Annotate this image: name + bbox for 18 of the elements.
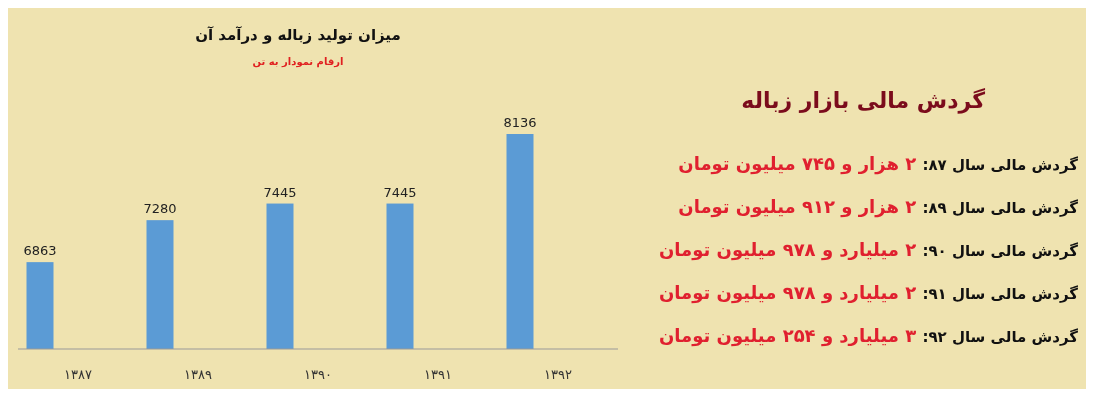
x-tick-label: ۱۳۹۰ bbox=[304, 367, 332, 382]
chart-title: میزان تولید زباله و درآمد آن bbox=[195, 26, 401, 44]
text: گردش مالی سال ۹۰: ۲ میلیارد و ۹۷۸ میلیون تومان bbox=[658, 239, 1079, 261]
text: گردش مالی سال ۸۹: ۲ هزار و ۹۱۲ میلیون تومان bbox=[678, 196, 1079, 218]
x-tick-label: ۱۳۸۷ bbox=[64, 367, 92, 382]
x-tick-label: ۱۳۹۱ bbox=[424, 367, 452, 382]
text: گردش مالی سال ۹۲: ۳ میلیارد و ۲۵۴ میلیون تومان bbox=[658, 325, 1079, 347]
x-tick-label: ۱۳۹۲ bbox=[544, 367, 572, 382]
data-label: 7280 bbox=[143, 201, 177, 217]
text: گردش مالی سال ۹۱: ۲ میلیارد و ۹۷۸ میلیون تومان bbox=[658, 282, 1079, 304]
data-label: 8136 bbox=[503, 115, 537, 130]
text: گردش مالی سال ۸۷: ۲ هزار و ۷۴۵ میلیون تومان bbox=[678, 153, 1079, 175]
text: گردش مالی بازار زباله bbox=[741, 87, 986, 114]
chart-subtitle: ارقام نمودار به تن bbox=[252, 56, 344, 68]
x-tick-label: ۱۳۸۹ bbox=[184, 367, 212, 382]
data-label: 6863 bbox=[23, 243, 57, 259]
data-label: 7445 bbox=[383, 184, 417, 200]
data-label: 7445 bbox=[263, 184, 297, 200]
